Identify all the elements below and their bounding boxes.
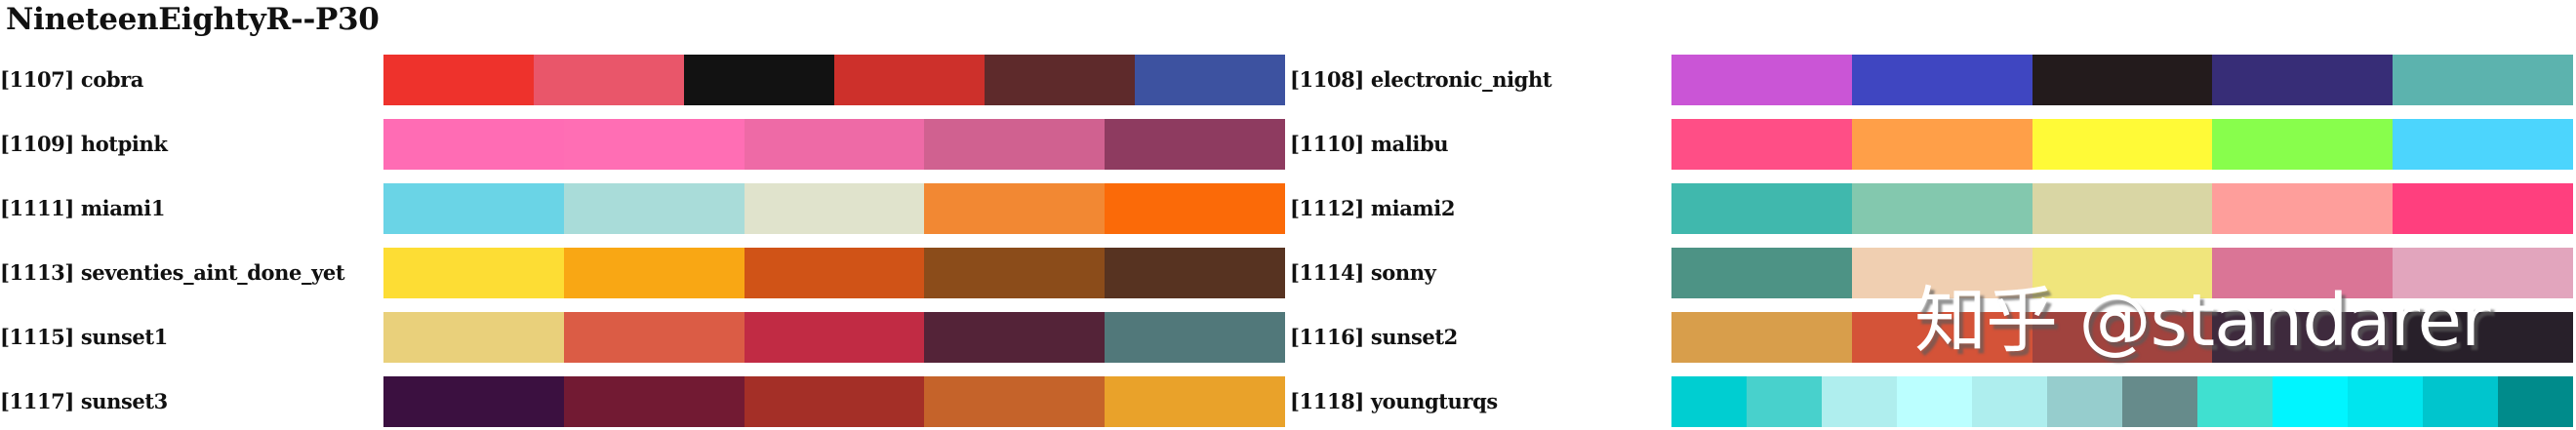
color-swatch [2212,119,2394,170]
color-swatch [563,248,745,298]
color-swatch [1671,119,1852,170]
color-swatch [1747,376,1822,427]
chart-title: NineteenEightyR--P30 [6,2,380,37]
color-swatch [563,376,745,427]
palette-swatches [1671,376,2573,427]
color-swatch [2122,376,2197,427]
color-swatch [2047,376,2122,427]
color-swatch [744,312,925,363]
palette-swatches [383,119,1285,170]
color-swatch [1897,376,1972,427]
palette-swatches [383,55,1285,105]
color-swatch [563,312,745,363]
color-swatch [1105,312,1285,363]
color-swatch [1851,312,2033,363]
color-swatch [2032,55,2213,105]
color-swatch [2032,248,2213,298]
color-swatch [2197,376,2273,427]
palette-label: [1113] seventies_aint_done_yet [0,260,345,285]
color-swatch [924,183,1106,234]
color-swatch [684,55,834,105]
color-swatch [744,248,925,298]
color-swatch [1851,183,2033,234]
palette-label: [1111] miami1 [0,196,166,220]
palette-swatches [1671,55,2573,105]
color-swatch [2348,376,2423,427]
palette-swatches [1671,183,2573,234]
palette-swatches [383,312,1285,363]
color-swatch [383,119,564,170]
color-swatch [1671,248,1852,298]
color-swatch [744,119,925,170]
color-swatch [2393,312,2573,363]
color-swatch [1105,248,1285,298]
palette-label: [1107] cobra [0,67,143,92]
color-swatch [924,312,1106,363]
color-swatch [2273,376,2348,427]
palette-label: [1112] miami2 [1290,196,1456,220]
color-swatch [1671,312,1852,363]
color-swatch [1822,376,1897,427]
color-swatch [1105,119,1285,170]
palette-label: [1118] youngturqs [1290,389,1498,413]
color-swatch [1671,55,1852,105]
color-swatch [924,248,1106,298]
color-swatch [924,376,1106,427]
color-swatch [1671,376,1747,427]
color-swatch [534,55,684,105]
color-swatch [1105,376,1285,427]
color-swatch [2393,248,2573,298]
color-swatch [563,183,745,234]
palette-label: [1110] malibu [1290,132,1449,156]
color-swatch [2212,312,2394,363]
palette-label: [1117] sunset3 [0,389,168,413]
palette-swatches [383,248,1285,298]
palette-swatches [383,376,1285,427]
palette-label: [1109] hotpink [0,132,168,156]
color-swatch [1851,55,2033,105]
color-swatch [744,183,925,234]
color-swatch [383,183,564,234]
color-swatch [2032,119,2213,170]
color-swatch [1851,119,2033,170]
color-swatch [2032,312,2213,363]
palette-label: [1115] sunset1 [0,325,168,349]
color-swatch [1851,248,2033,298]
color-swatch [924,119,1106,170]
color-swatch [1105,183,1285,234]
color-swatch [383,312,564,363]
color-swatch [985,55,1135,105]
color-swatch [2393,183,2573,234]
color-swatch [2393,55,2573,105]
color-swatch [2393,119,2573,170]
color-swatch [383,248,564,298]
color-swatch [2032,183,2213,234]
color-swatch [744,376,925,427]
palette-swatches [1671,312,2573,363]
palette-swatches [1671,248,2573,298]
palette-label: [1116] sunset2 [1290,325,1458,349]
color-swatch [2212,248,2394,298]
color-swatch [1972,376,2047,427]
color-swatch [834,55,985,105]
color-swatch [1671,183,1852,234]
color-swatch [383,376,564,427]
palette-swatches [383,183,1285,234]
palette-label: [1108] electronic_night [1290,67,1552,92]
color-swatch [2212,55,2394,105]
palette-swatches [1671,119,2573,170]
color-swatch [2423,376,2498,427]
color-swatch [383,55,534,105]
color-swatch [1135,55,1285,105]
color-swatch [2498,376,2573,427]
color-swatch [2212,183,2394,234]
palette-label: [1114] sonny [1290,260,1436,285]
color-swatch [563,119,745,170]
